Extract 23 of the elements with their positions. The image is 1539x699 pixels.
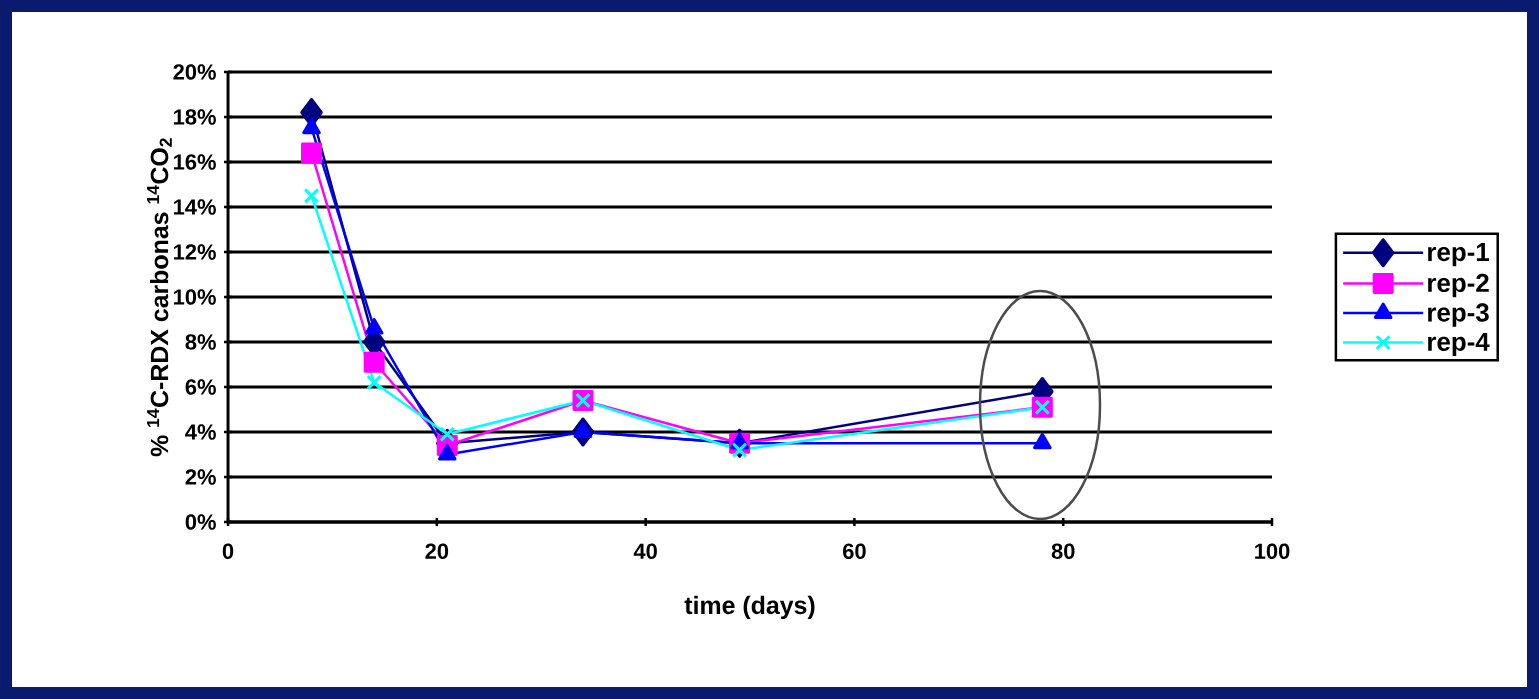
y-tick-label: 20%	[173, 64, 216, 80]
y-axis-title: % $^{14}$C-RDX carbonas $^{14}$CO$_{2}$	[147, 138, 172, 457]
y-tick-label: 14%	[174, 199, 216, 215]
legend-label: rep-2	[1428, 273, 1489, 298]
x-axis-title: time (days)	[684, 595, 815, 620]
x-tick-label: 100	[1255, 543, 1290, 560]
x-tick-label: 60	[843, 543, 866, 560]
x-tick-label: 80	[1051, 543, 1075, 560]
y-tick-label: 12%	[174, 244, 216, 260]
x-tick-label: 0	[222, 543, 234, 560]
y-tick-label: 18%	[174, 109, 216, 125]
y-tick-label: 4%	[185, 424, 216, 440]
legend-label: rep-3	[1428, 303, 1489, 327]
legend-label: rep-1	[1428, 243, 1489, 267]
x-tick-label: 40	[633, 543, 657, 560]
y-tick-label: 2%	[185, 469, 216, 485]
y-tick-label: 10%	[174, 289, 216, 305]
y-tick-label: 6%	[185, 379, 216, 395]
y-tick-label: 16%	[174, 154, 216, 170]
x-tick-label: 20	[425, 543, 449, 560]
y-tick-label: 8%	[185, 334, 216, 350]
legend-label: rep-4	[1428, 332, 1490, 357]
y-tick-label: 0%	[185, 514, 216, 530]
